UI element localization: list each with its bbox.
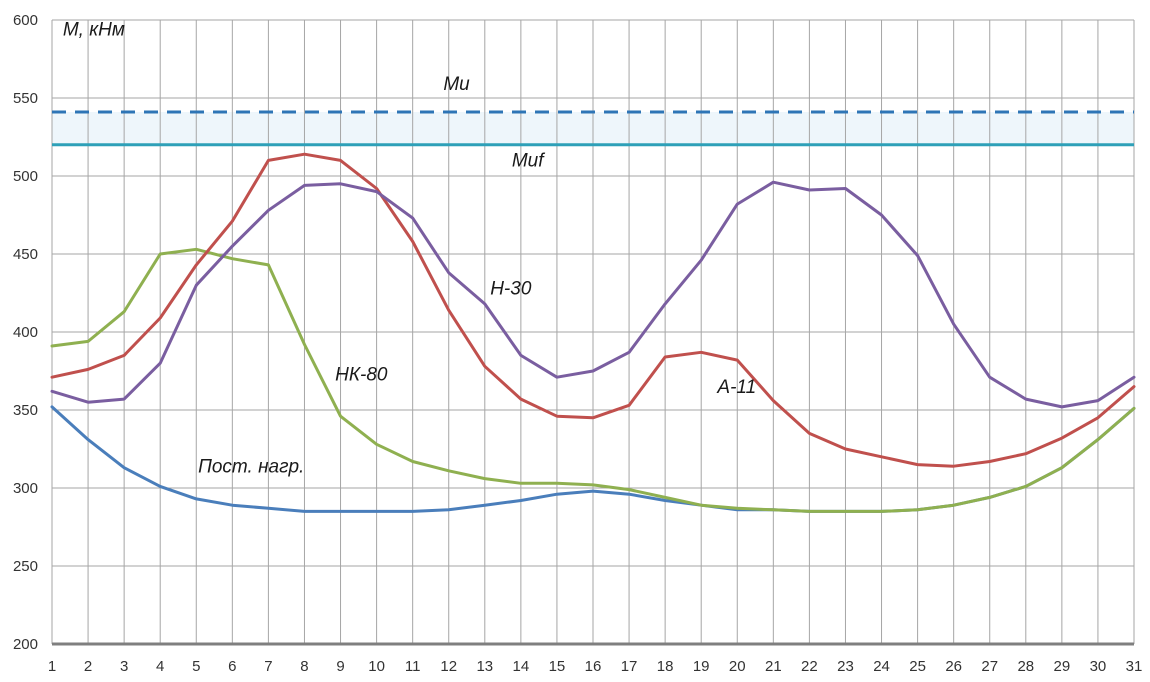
- series-line-a-11: [50, 152, 1136, 468]
- x-tick-label: 29: [1054, 658, 1071, 675]
- x-tick-label: 10: [368, 658, 385, 675]
- y-tick-label: 200: [13, 636, 38, 653]
- x-tick-label: 19: [693, 658, 710, 675]
- y-tick-label: 300: [13, 480, 38, 497]
- x-tick-labels: 1 2 3 4 5 6 7 8 9 10 11 12 13 14 15 16 17 18 19 20 21 22 23 24 2…: [48, 658, 1143, 675]
- x-tick-label: 2: [84, 658, 92, 675]
- x-tick-label: 26: [945, 658, 962, 675]
- annotation-mu: Mu: [443, 74, 470, 95]
- x-tick-label: 3: [120, 658, 128, 675]
- x-tick-label: 6: [228, 658, 236, 675]
- x-tick-label: 7: [264, 658, 272, 675]
- x-tick-label: 30: [1090, 658, 1107, 675]
- chart-annotations: M, кНм Mu Muf H-30 НК-80 A-11 Пост. нагр.: [63, 20, 756, 478]
- x-tick-label: 11: [405, 658, 421, 675]
- x-tick-label: 31: [1126, 658, 1143, 675]
- y-tick-label: 600: [13, 12, 38, 29]
- x-tick-label: 12: [440, 658, 457, 675]
- x-tick-label: 14: [513, 658, 530, 675]
- annotation-muf: Muf: [512, 151, 545, 172]
- series-line-нк-80: [50, 247, 1136, 513]
- annotation-m-кнм: M, кНм: [63, 20, 125, 41]
- y-tick-label: 250: [13, 558, 38, 575]
- x-tick-label: 23: [837, 658, 854, 675]
- series-line-h-30: [50, 180, 1136, 409]
- y-tick-label: 500: [13, 168, 38, 185]
- annotation-пост-нагр: Пост. нагр.: [198, 456, 304, 477]
- y-tick-label: 450: [13, 246, 38, 263]
- x-tick-label: 13: [476, 658, 493, 675]
- y-tick-label: 550: [13, 90, 38, 107]
- y-tick-label: 350: [13, 402, 38, 419]
- x-tick-label: 18: [657, 658, 674, 675]
- x-tick-label: 5: [192, 658, 200, 675]
- x-tick-label: 22: [801, 658, 818, 675]
- x-tick-label: 20: [729, 658, 746, 675]
- annotation-нк-80: НК-80: [335, 364, 388, 385]
- x-tick-label: 28: [1017, 658, 1034, 675]
- reference-lines: [52, 110, 1134, 147]
- x-tick-label: 9: [336, 658, 344, 675]
- annotation-h-30: H-30: [490, 279, 532, 300]
- y-tick-label: 400: [13, 324, 38, 341]
- x-tick-label: 4: [156, 658, 164, 675]
- x-tick-label: 21: [765, 658, 782, 675]
- y-tick-labels: 200 250 300 350 400 450 500 550 600: [13, 12, 38, 653]
- x-tick-label: 15: [549, 658, 566, 675]
- x-tick-label: 17: [621, 658, 638, 675]
- chart-grid: [51, 19, 1135, 646]
- series-lines: [50, 152, 1136, 513]
- x-tick-label: 1: [48, 658, 56, 675]
- x-tick-label: 16: [585, 658, 602, 675]
- annotation-a-11: A-11: [716, 377, 756, 398]
- x-tick-label: 8: [300, 658, 308, 675]
- x-tick-label: 25: [909, 658, 926, 675]
- x-tick-label: 24: [873, 658, 890, 675]
- x-tick-label: 27: [981, 658, 998, 675]
